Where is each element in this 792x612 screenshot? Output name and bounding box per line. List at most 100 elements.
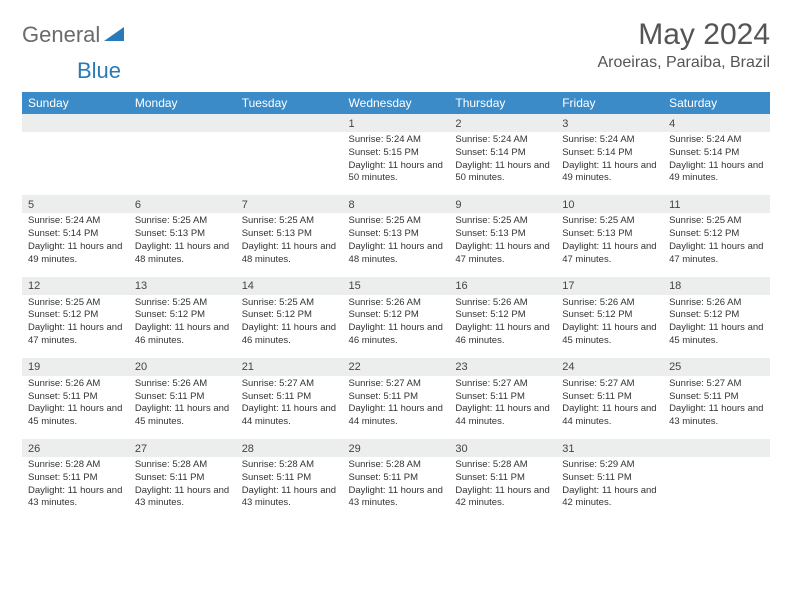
daylight-text: Daylight: 11 hours and 44 minutes. (349, 403, 444, 429)
day-number-cell: 24 (556, 358, 663, 376)
daylight-text: Daylight: 11 hours and 47 minutes. (562, 241, 657, 267)
sunset-text: Sunset: 5:11 PM (135, 391, 230, 404)
logo-triangle-icon (104, 25, 124, 46)
day-info-cell: Sunrise: 5:25 AMSunset: 5:12 PMDaylight:… (236, 295, 343, 358)
month-title: May 2024 (597, 18, 770, 52)
day-info-cell: Sunrise: 5:25 AMSunset: 5:13 PMDaylight:… (236, 213, 343, 276)
day-number-cell: 18 (663, 277, 770, 295)
sunset-text: Sunset: 5:11 PM (562, 391, 657, 404)
sunrise-text: Sunrise: 5:28 AM (455, 459, 550, 472)
sunset-text: Sunset: 5:11 PM (455, 472, 550, 485)
sunset-text: Sunset: 5:14 PM (28, 228, 123, 241)
day-number-cell: 5 (22, 195, 129, 213)
day-number-cell: 6 (129, 195, 236, 213)
sunrise-text: Sunrise: 5:24 AM (669, 134, 764, 147)
weekday-header: Thursday (449, 92, 556, 114)
sunset-text: Sunset: 5:11 PM (135, 472, 230, 485)
day-info-cell: Sunrise: 5:26 AMSunset: 5:11 PMDaylight:… (129, 376, 236, 439)
daylight-text: Daylight: 11 hours and 43 minutes. (349, 485, 444, 511)
sunrise-text: Sunrise: 5:26 AM (135, 378, 230, 391)
daylight-text: Daylight: 11 hours and 46 minutes. (455, 322, 550, 348)
day-info-cell: Sunrise: 5:28 AMSunset: 5:11 PMDaylight:… (343, 457, 450, 520)
daylight-text: Daylight: 11 hours and 48 minutes. (349, 241, 444, 267)
day-info-cell: Sunrise: 5:27 AMSunset: 5:11 PMDaylight:… (449, 376, 556, 439)
sunrise-text: Sunrise: 5:25 AM (28, 297, 123, 310)
daylight-text: Daylight: 11 hours and 44 minutes. (242, 403, 337, 429)
sunset-text: Sunset: 5:12 PM (562, 309, 657, 322)
day-info-cell: Sunrise: 5:25 AMSunset: 5:12 PMDaylight:… (663, 213, 770, 276)
weekday-header: Tuesday (236, 92, 343, 114)
day-number-cell: 15 (343, 277, 450, 295)
day-info-row: Sunrise: 5:25 AMSunset: 5:12 PMDaylight:… (22, 295, 770, 358)
sunset-text: Sunset: 5:14 PM (562, 147, 657, 160)
sunset-text: Sunset: 5:14 PM (455, 147, 550, 160)
daylight-text: Daylight: 11 hours and 47 minutes. (455, 241, 550, 267)
daylight-text: Daylight: 11 hours and 49 minutes. (669, 160, 764, 186)
day-info-cell: Sunrise: 5:25 AMSunset: 5:13 PMDaylight:… (449, 213, 556, 276)
calendar-table: SundayMondayTuesdayWednesdayThursdayFrid… (22, 92, 770, 520)
sunrise-text: Sunrise: 5:26 AM (562, 297, 657, 310)
day-number-cell: 30 (449, 439, 556, 457)
daylight-text: Daylight: 11 hours and 47 minutes. (669, 241, 764, 267)
sunrise-text: Sunrise: 5:25 AM (242, 215, 337, 228)
sunrise-text: Sunrise: 5:29 AM (562, 459, 657, 472)
sunrise-text: Sunrise: 5:24 AM (28, 215, 123, 228)
day-number-row: 1234 (22, 114, 770, 132)
daylight-text: Daylight: 11 hours and 50 minutes. (349, 160, 444, 186)
sunset-text: Sunset: 5:15 PM (349, 147, 444, 160)
sunset-text: Sunset: 5:11 PM (455, 391, 550, 404)
day-number-row: 19202122232425 (22, 358, 770, 376)
sunrise-text: Sunrise: 5:27 AM (669, 378, 764, 391)
day-number-cell (663, 439, 770, 457)
day-info-cell: Sunrise: 5:27 AMSunset: 5:11 PMDaylight:… (556, 376, 663, 439)
day-info-cell: Sunrise: 5:25 AMSunset: 5:13 PMDaylight:… (129, 213, 236, 276)
sunset-text: Sunset: 5:11 PM (349, 472, 444, 485)
sunrise-text: Sunrise: 5:28 AM (242, 459, 337, 472)
day-info-cell: Sunrise: 5:27 AMSunset: 5:11 PMDaylight:… (343, 376, 450, 439)
daylight-text: Daylight: 11 hours and 46 minutes. (242, 322, 337, 348)
weekday-header: Friday (556, 92, 663, 114)
sunrise-text: Sunrise: 5:26 AM (669, 297, 764, 310)
day-info-cell: Sunrise: 5:25 AMSunset: 5:12 PMDaylight:… (129, 295, 236, 358)
day-number-cell (129, 114, 236, 132)
sunrise-text: Sunrise: 5:27 AM (242, 378, 337, 391)
sunrise-text: Sunrise: 5:26 AM (455, 297, 550, 310)
daylight-text: Daylight: 11 hours and 45 minutes. (562, 322, 657, 348)
day-info-cell: Sunrise: 5:26 AMSunset: 5:12 PMDaylight:… (343, 295, 450, 358)
day-number-cell: 1 (343, 114, 450, 132)
sunset-text: Sunset: 5:11 PM (349, 391, 444, 404)
daylight-text: Daylight: 11 hours and 43 minutes. (28, 485, 123, 511)
weekday-header-row: SundayMondayTuesdayWednesdayThursdayFrid… (22, 92, 770, 114)
sunset-text: Sunset: 5:13 PM (562, 228, 657, 241)
sunrise-text: Sunrise: 5:27 AM (562, 378, 657, 391)
sunset-text: Sunset: 5:13 PM (135, 228, 230, 241)
sunset-text: Sunset: 5:11 PM (242, 391, 337, 404)
day-number-row: 12131415161718 (22, 277, 770, 295)
day-number-cell: 3 (556, 114, 663, 132)
day-number-cell (236, 114, 343, 132)
sunset-text: Sunset: 5:12 PM (28, 309, 123, 322)
sunset-text: Sunset: 5:12 PM (349, 309, 444, 322)
day-info-cell: Sunrise: 5:24 AMSunset: 5:14 PMDaylight:… (22, 213, 129, 276)
day-number-cell: 2 (449, 114, 556, 132)
daylight-text: Daylight: 11 hours and 49 minutes. (28, 241, 123, 267)
daylight-text: Daylight: 11 hours and 49 minutes. (562, 160, 657, 186)
day-number-cell: 28 (236, 439, 343, 457)
day-info-cell: Sunrise: 5:26 AMSunset: 5:12 PMDaylight:… (663, 295, 770, 358)
sunset-text: Sunset: 5:11 PM (669, 391, 764, 404)
day-number-cell: 26 (22, 439, 129, 457)
day-number-cell: 14 (236, 277, 343, 295)
day-info-cell: Sunrise: 5:25 AMSunset: 5:13 PMDaylight:… (556, 213, 663, 276)
sunset-text: Sunset: 5:13 PM (242, 228, 337, 241)
brand-logo: General (22, 22, 126, 48)
weekday-header: Sunday (22, 92, 129, 114)
day-info-cell: Sunrise: 5:28 AMSunset: 5:11 PMDaylight:… (236, 457, 343, 520)
day-number-cell: 7 (236, 195, 343, 213)
day-info-row: Sunrise: 5:24 AMSunset: 5:14 PMDaylight:… (22, 213, 770, 276)
day-number-cell: 27 (129, 439, 236, 457)
daylight-text: Daylight: 11 hours and 45 minutes. (28, 403, 123, 429)
day-info-cell: Sunrise: 5:28 AMSunset: 5:11 PMDaylight:… (449, 457, 556, 520)
sunset-text: Sunset: 5:13 PM (455, 228, 550, 241)
sunset-text: Sunset: 5:12 PM (455, 309, 550, 322)
day-info-cell: Sunrise: 5:25 AMSunset: 5:12 PMDaylight:… (22, 295, 129, 358)
